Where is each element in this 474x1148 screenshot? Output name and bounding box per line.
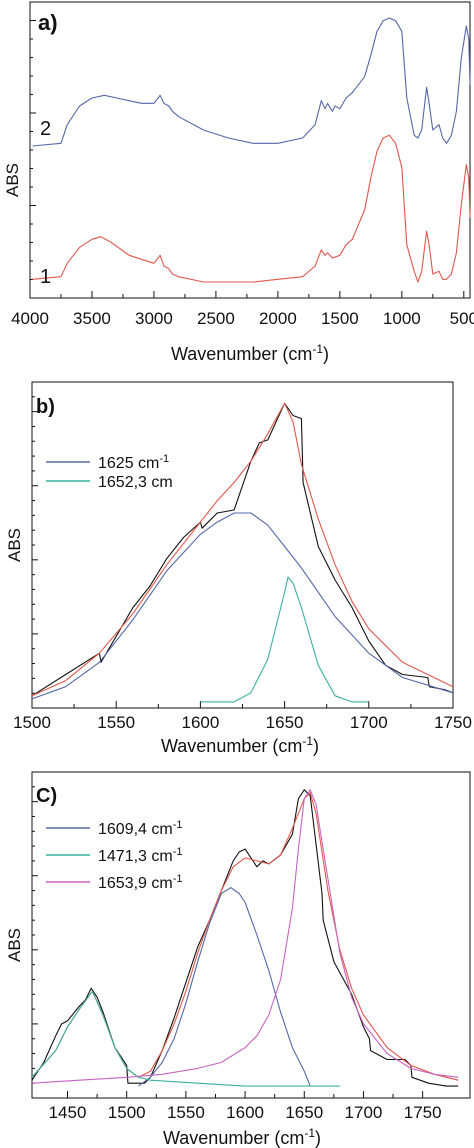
panel-b-x-axis-label-main: Wavenumber (cm: [161, 736, 302, 756]
panel-b-y-axis-label: ABS: [5, 528, 24, 562]
series-line-peak-1625: [31, 512, 454, 700]
panel-a-y-ticks: [30, 1, 36, 299]
series-line-measured: [31, 789, 459, 1087]
x-tick-label: 1550: [97, 713, 135, 732]
series-line-peak-1471,3: [31, 990, 340, 1087]
panel-c-label: C): [36, 785, 57, 807]
legend-text-1471-3: 1471,3 cm-1: [98, 846, 183, 865]
panel-a-series: [32, 17, 471, 283]
x-tick-label: 1650: [285, 1103, 323, 1122]
x-tick-label: 1600: [226, 1103, 264, 1122]
panel-c-y-ticks: [32, 771, 38, 1099]
panel-a-x-axis-label-main: Wavenumber (cm: [171, 344, 312, 364]
panel-a-x-ticks: 4000 3500 3000 2500 2000 1500 1000 500: [11, 291, 474, 328]
legend-text-1625-main: 1625 cm: [98, 455, 159, 472]
panel-c-x-axis-label-main: Wavenumber (cm: [163, 1128, 304, 1148]
panel-b-x-axis-label-sup: -1: [302, 734, 313, 748]
legend-text-1471-3-main: 1471,3 cm: [98, 848, 173, 865]
legend-text-1653-9-sup: -1: [173, 873, 183, 885]
panel-b-x-axis-label-tail: ): [313, 736, 319, 756]
panel-c-y-axis-label: ABS: [5, 928, 24, 962]
panel-b-frame: [31, 381, 454, 709]
legend-text-1652-3: 1652,3 cm: [98, 474, 173, 491]
x-tick-label: 1750: [434, 713, 472, 732]
x-tick-label: 4000: [11, 309, 49, 328]
x-tick-label: 1500: [108, 1103, 146, 1122]
panel-b: b) ABS 1500 1550 1600 1650 1700 1750 1625 cm-…: [5, 381, 472, 756]
x-tick-label: 2000: [259, 309, 297, 328]
panel-b-label: b): [36, 396, 55, 418]
panel-c-x-ticks: 1450 1500 1550 1600 1650 1700 1750: [49, 1091, 442, 1122]
legend-text-1625: 1625 cm-1: [98, 453, 169, 472]
legend-text-1653-9: 1653,9 cm-1: [98, 873, 183, 892]
x-tick-label: 1000: [383, 309, 421, 328]
x-tick-label: 1750: [404, 1103, 442, 1122]
panel-a-x-axis-label: Wavenumber (cm-1): [171, 342, 329, 364]
x-tick-label: 1450: [49, 1103, 87, 1122]
x-tick-label: 1700: [350, 713, 388, 732]
panel-b-x-axis-label: Wavenumber (cm-1): [161, 734, 319, 756]
x-tick-label: 1700: [345, 1103, 383, 1122]
panel-b-y-ticks: [32, 381, 38, 709]
panel-b-legend: 1625 cm-1 1652,3 cm: [46, 453, 173, 491]
panel-a-label: a): [38, 10, 58, 35]
legend-text-1609-4-sup: -1: [173, 819, 183, 831]
panel-a-frame: [29, 1, 471, 299]
panel-c-legend: 1609,4 cm-1 1471,3 cm-1 1653,9 cm-1: [46, 819, 183, 892]
panel-c-series: [31, 789, 459, 1087]
series-1-label: 1: [40, 266, 51, 288]
series-2-label: 2: [40, 118, 51, 140]
x-tick-label: 1600: [181, 713, 219, 732]
series-line-peak-1609,4: [138, 887, 311, 1087]
x-tick-label: 3000: [135, 309, 173, 328]
x-tick-label: 1650: [266, 713, 304, 732]
x-tick-label: 500: [450, 309, 474, 328]
panel-a-y-axis-label: ABS: [3, 163, 22, 197]
x-tick-label: 2500: [197, 309, 235, 328]
x-tick-label: 1500: [13, 713, 51, 732]
panel-a-x-axis-label-tail: ): [323, 344, 329, 364]
panel-a: a) ABS 4000 3500 3000 2500 2000 1500 1000 500 2…: [3, 1, 474, 364]
legend-text-1609-4-main: 1609,4 cm: [98, 821, 173, 838]
series-line-peak-1653,9: [31, 789, 459, 1084]
series-line-peak-1652,3: [200, 576, 369, 703]
legend-text-1609-4: 1609,4 cm-1: [98, 819, 183, 838]
series-line-2: [32, 17, 471, 147]
series-line-1: [32, 134, 471, 283]
x-tick-label: 1550: [167, 1103, 205, 1122]
panel-b-series: [31, 402, 454, 703]
x-tick-label: 1500: [321, 309, 359, 328]
series-line-fit: [31, 792, 459, 1081]
legend-text-1471-3-sup: -1: [173, 846, 183, 858]
panel-c: C) ABS 1450 1500 1550 1600 1650 1700 1750 1609…: [5, 771, 471, 1148]
panel-c-x-axis-label-sup: -1: [304, 1126, 315, 1140]
x-tick-label: 3500: [73, 309, 111, 328]
series-line-measured: [31, 402, 454, 697]
series-line-fit: [31, 402, 454, 697]
panel-c-x-axis-label: Wavenumber (cm-1): [163, 1126, 321, 1148]
legend-text-1653-9-main: 1653,9 cm: [98, 875, 173, 892]
legend-text-1625-sup: -1: [159, 453, 169, 465]
panel-b-x-ticks: 1500 1550 1600 1650 1700 1750: [13, 701, 472, 732]
panel-c-x-axis-label-tail: ): [315, 1128, 321, 1148]
panel-a-x-axis-label-sup: -1: [312, 342, 323, 356]
